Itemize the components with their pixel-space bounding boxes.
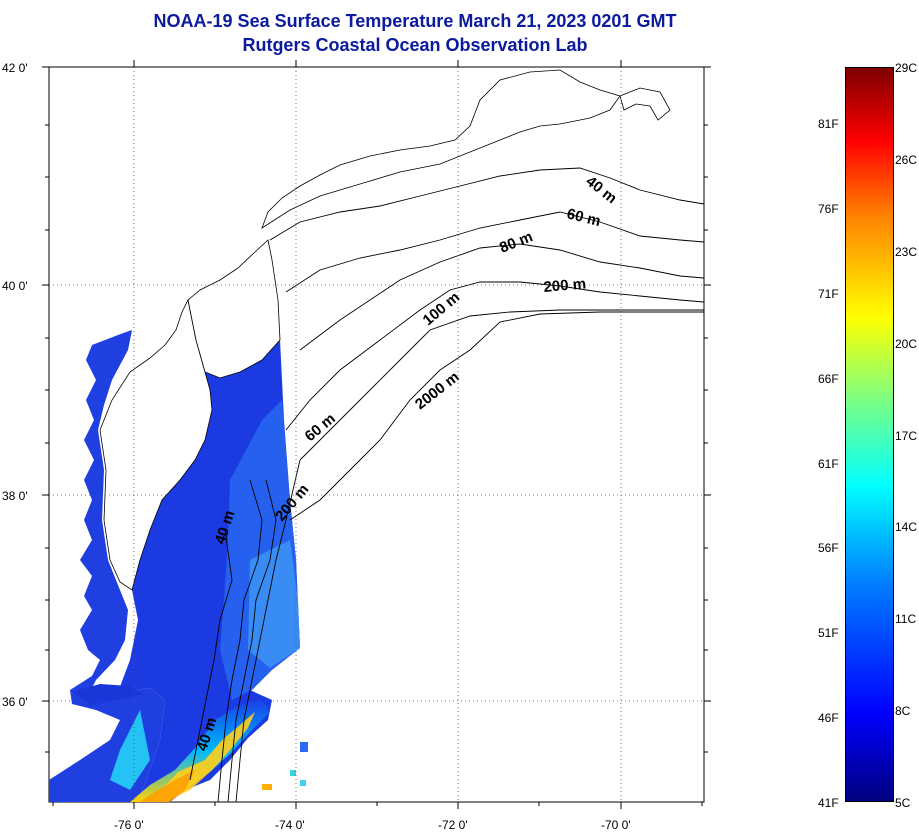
map-subtitle: Rutgers Coastal Ocean Observation Lab bbox=[242, 35, 588, 55]
colorbar-fahrenheit-label: 66F bbox=[818, 372, 839, 386]
lon-label: -70 0' bbox=[601, 818, 631, 832]
grid bbox=[49, 67, 704, 802]
temperature-colorbar bbox=[845, 67, 894, 802]
lat-label: 42 0' bbox=[2, 61, 28, 75]
tick-marks bbox=[42, 60, 711, 809]
colorbar-celsius-label: 29C bbox=[895, 61, 918, 75]
lon-label: -74 0' bbox=[275, 818, 305, 832]
colorbar-celsius-label: 26C bbox=[895, 153, 918, 167]
lon-label: -76 0' bbox=[114, 818, 144, 832]
colorbar-fahrenheit-label: 41F bbox=[818, 796, 839, 810]
colorbar-fahrenheit-label: 46F bbox=[818, 711, 839, 725]
colorbar-celsius-label: 23C bbox=[895, 245, 918, 259]
lat-label: 40 0' bbox=[2, 279, 28, 293]
colorbar-fahrenheit-label: 51F bbox=[818, 626, 839, 640]
map-title: NOAA-19 Sea Surface Temperature March 21… bbox=[153, 11, 677, 31]
bathymetry-contours bbox=[189, 167, 704, 802]
colorbar-fahrenheit-label: 76F bbox=[818, 202, 839, 216]
contour-label: 200 m bbox=[543, 275, 587, 296]
colorbar-fahrenheit-label: 71F bbox=[818, 287, 839, 301]
colorbar-celsius-label: 5C bbox=[895, 796, 911, 810]
colorbar-celsius-label: 20C bbox=[895, 337, 918, 351]
colorbar-celsius-label: 8C bbox=[895, 704, 911, 718]
colorbar-fahrenheit-label: 56F bbox=[818, 541, 839, 555]
lon-label: -72 0' bbox=[438, 818, 468, 832]
colorbar-fahrenheit-label: 61F bbox=[818, 457, 839, 471]
colorbar-celsius-label: 11C bbox=[895, 612, 917, 626]
colorbar-celsius-label: 17C bbox=[895, 429, 918, 443]
colorbar-celsius-label: 14C bbox=[895, 520, 918, 534]
colorbar-fahrenheit-label: 81F bbox=[818, 117, 839, 131]
lat-label: 38 0' bbox=[2, 489, 28, 503]
coastline bbox=[99, 69, 671, 591]
lat-label: 36 0' bbox=[2, 695, 28, 709]
